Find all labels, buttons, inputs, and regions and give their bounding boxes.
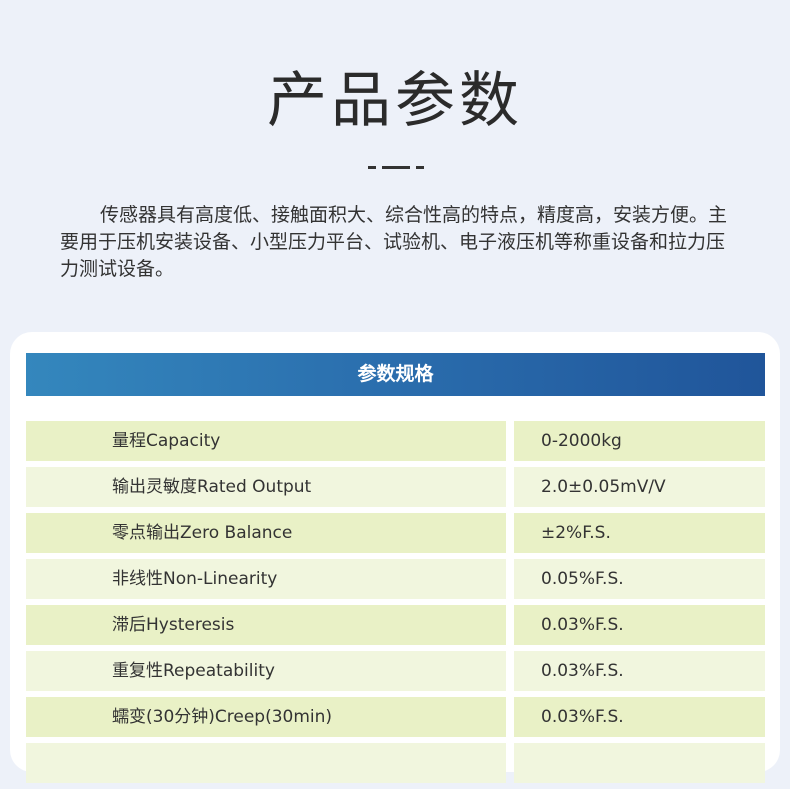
param-name: 滞后Hysteresis: [26, 605, 506, 645]
param-value: 0.03%F.S.: [514, 605, 765, 645]
intro-paragraph: 传感器具有高度低、接触面积大、综合性高的特点，精度高，安装方便。主要用于压机安装…: [60, 204, 728, 280]
param-name: 重复性Repeatability: [26, 651, 506, 691]
param-value: 0.03%F.S.: [514, 697, 765, 737]
param-name: 量程Capacity: [26, 421, 506, 461]
param-name: 零点输出Zero Balance: [26, 513, 506, 553]
param-name: 非线性Non-Linearity: [26, 559, 506, 599]
table-row: 重复性Repeatability 0.03%F.S.: [26, 651, 765, 691]
table-row: 非线性Non-Linearity 0.05%F.S.: [26, 559, 765, 599]
table-row: 零点输出Zero Balance ±2%F.S.: [26, 513, 765, 553]
param-name: [26, 743, 506, 783]
table-row: 输出灵敏度Rated Output 2.0±0.05mV/V: [26, 467, 765, 507]
param-value: 0.03%F.S.: [514, 651, 765, 691]
spec-table-header: 参数规格: [26, 353, 765, 396]
table-row: 滞后Hysteresis 0.03%F.S.: [26, 605, 765, 645]
param-value: 0.05%F.S.: [514, 559, 765, 599]
param-value: 0-2000kg: [514, 421, 765, 461]
param-name: 蠕变(30分钟)Creep(30min): [26, 697, 506, 737]
title-divider: [368, 166, 424, 170]
table-row: 量程Capacity 0-2000kg: [26, 421, 765, 461]
table-row: [26, 743, 765, 783]
table-row: 蠕变(30分钟)Creep(30min) 0.03%F.S.: [26, 697, 765, 737]
param-value: ±2%F.S.: [514, 513, 765, 553]
param-value: 2.0±0.05mV/V: [514, 467, 765, 507]
spec-table: 量程Capacity 0-2000kg 输出灵敏度Rated Output 2.0±…: [26, 421, 765, 789]
param-value: [514, 743, 765, 783]
page-title: 产品参数: [267, 66, 523, 136]
param-name: 输出灵敏度Rated Output: [26, 467, 506, 507]
